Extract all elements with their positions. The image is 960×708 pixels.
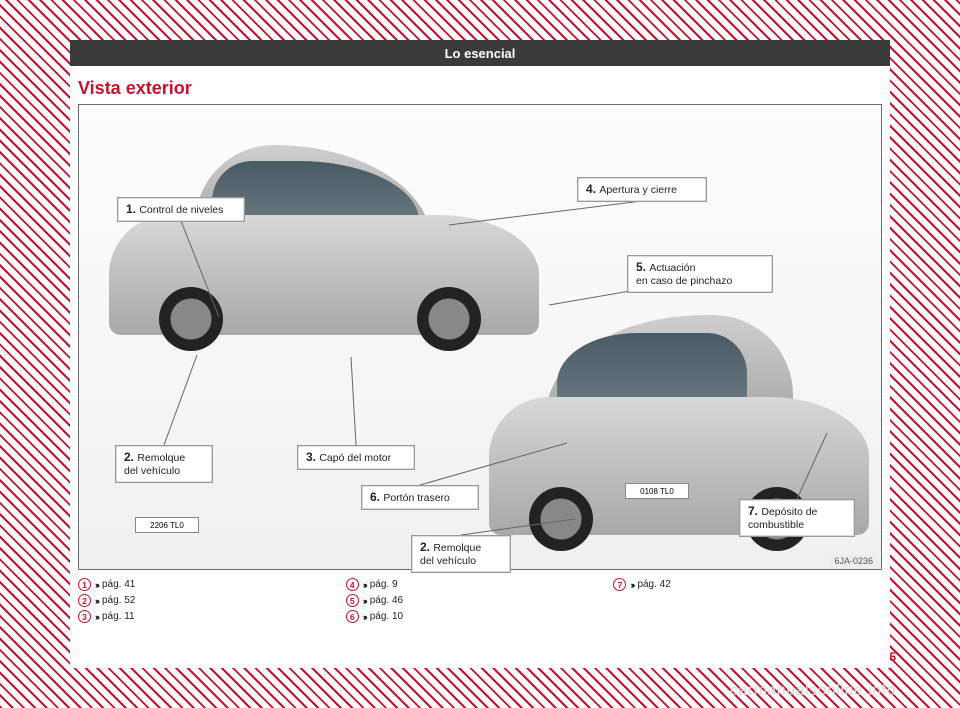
- chevron-icon: ›››: [95, 612, 98, 622]
- callout-5: 5. Actuaciónen caso de pinchazo: [627, 255, 773, 293]
- ref-number-badge: 7: [613, 578, 626, 591]
- wheel-icon: [417, 287, 481, 351]
- chevron-icon: ›››: [95, 596, 98, 606]
- callout-number: 6.: [370, 490, 383, 504]
- section-bar: Lo esencial: [70, 40, 890, 66]
- page-ref: 1 ››› pág. 41: [78, 578, 346, 591]
- callout-7: 7. Depósito decombustible: [739, 499, 855, 537]
- chevron-icon: ›››: [95, 580, 98, 590]
- license-plate-rear: 0108 TL0: [625, 483, 689, 499]
- ref-number-badge: 6: [346, 610, 359, 623]
- page-ref: 2 ››› pág. 52: [78, 594, 346, 607]
- callout-2: 2. Remolquedel vehículo: [115, 445, 213, 483]
- page-ref: 4 ››› pág. 9: [346, 578, 614, 591]
- callout-6: 6. Portón trasero: [361, 485, 479, 510]
- page-ref: 3 ››› pág. 11: [78, 610, 346, 623]
- callout-number: 5.: [636, 260, 649, 274]
- ref-column: 4 ››› pág. 9 5 ››› pág. 46 6 ››› pág. 10: [346, 578, 614, 623]
- callout-text: Control de niveles: [139, 204, 223, 216]
- ref-number-badge: 3: [78, 610, 91, 623]
- ref-page-text: pág. 9: [370, 579, 398, 590]
- callout-4: 4. Apertura y cierre: [577, 177, 707, 202]
- ref-number-badge: 4: [346, 578, 359, 591]
- page-references: 1 ››› pág. 41 2 ››› pág. 52 3 ››› pág. 11 4 ›››…: [78, 578, 882, 623]
- page-content: Lo esencial Vista exterior 2206 TL0 0108…: [70, 40, 890, 668]
- page-ref: 5 ››› pág. 46: [346, 594, 614, 607]
- callout-number: 2.: [420, 540, 433, 554]
- figure-code: 6JA-0236: [830, 555, 877, 567]
- ref-number-badge: 2: [78, 594, 91, 607]
- callout-text: Actuaciónen caso de pinchazo: [636, 262, 732, 287]
- ref-page-text: pág. 10: [370, 611, 403, 622]
- callout-number: 1.: [126, 202, 139, 216]
- license-plate-front: 2206 TL0: [135, 517, 199, 533]
- ref-page-text: pág. 52: [102, 595, 135, 606]
- page-number: 5: [889, 650, 896, 664]
- chevron-icon: ›››: [363, 580, 366, 590]
- exterior-figure: 2206 TL0 0108 TL0 6JA-0236 1. Control de…: [78, 104, 882, 570]
- callout-number: 3.: [306, 450, 319, 464]
- callout-3: 3. Capó del motor: [297, 445, 415, 470]
- ref-number-badge: 1: [78, 578, 91, 591]
- page-ref: 7 ››› pág. 42: [613, 578, 881, 591]
- wheel-icon: [529, 487, 593, 551]
- callout-number: 4.: [586, 182, 599, 196]
- ref-page-text: pág. 46: [370, 595, 403, 606]
- ref-page-text: pág. 42: [637, 579, 670, 590]
- ref-number-badge: 5: [346, 594, 359, 607]
- chevron-icon: ›››: [363, 596, 366, 606]
- callout-number: 2.: [124, 450, 137, 464]
- chevron-icon: ›››: [363, 612, 366, 622]
- callout-number: 7.: [748, 504, 761, 518]
- callout-text: Apertura y cierre: [599, 184, 677, 196]
- page-ref: 6 ››› pág. 10: [346, 610, 614, 623]
- wheel-icon: [159, 287, 223, 351]
- car-front-view: [109, 145, 539, 345]
- page-title: Vista exterior: [78, 78, 192, 99]
- callout-text: Portón trasero: [383, 492, 450, 504]
- ref-column: 1 ››› pág. 41 2 ››› pág. 52 3 ››› pág. 11: [78, 578, 346, 623]
- section-bar-label: Lo esencial: [445, 46, 516, 61]
- callout-1: 1. Control de niveles: [117, 197, 245, 222]
- callout-text: Capó del motor: [319, 452, 391, 464]
- ref-column: 7 ››› pág. 42: [613, 578, 881, 623]
- ref-page-text: pág. 11: [102, 611, 135, 622]
- watermark: carmanualsonline.info: [730, 682, 896, 700]
- ref-page-text: pág. 41: [102, 579, 135, 590]
- chevron-icon: ›››: [630, 580, 633, 590]
- callout-2: 2. Remolquedel vehículo: [411, 535, 511, 573]
